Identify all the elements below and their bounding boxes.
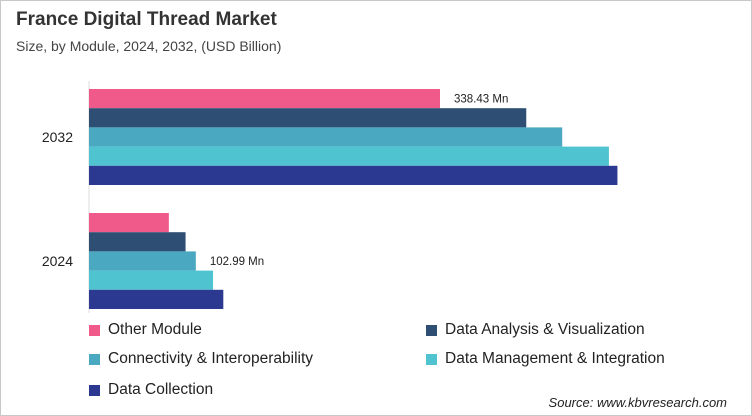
data-label: 102.99 Mn — [210, 256, 264, 268]
legend-item: Data Management & Integration — [426, 350, 665, 368]
legend-swatch — [89, 353, 100, 365]
bar-2032-other-module — [89, 89, 440, 109]
y-tick-label: 2032 — [42, 129, 73, 145]
bar-2032-data-analysis-visualization — [89, 108, 527, 128]
bar-2032-data-collection — [89, 165, 618, 185]
legend-label: Data Management & Integration — [445, 350, 665, 367]
legend-label: Other Module — [108, 321, 202, 338]
legend-swatch — [89, 384, 100, 396]
bar-2024-data-analysis-visualization — [89, 232, 186, 252]
legend-item: Data Analysis & Visualization — [426, 321, 645, 339]
bar-2024-data-management-integration — [89, 270, 214, 290]
legend-label: Data Collection — [108, 381, 214, 398]
y-tick-label: 2024 — [42, 253, 73, 269]
plot-area: 2032 338.43 Mn 2024 102.99 Mn — [42, 81, 618, 313]
bar-2032-connectivity-interoperability — [89, 127, 563, 147]
bar-2024-other-module — [89, 213, 169, 233]
bar-2024-data-collection — [89, 289, 224, 309]
bar-2032-data-management-integration — [89, 146, 609, 166]
legend-label: Connectivity & Interoperability — [108, 350, 314, 367]
legend-item: Connectivity & Interoperability — [89, 350, 313, 368]
data-label: 338.43 Mn — [454, 94, 508, 106]
legend-swatch — [89, 324, 100, 336]
source-note: Source: www.kbvresearch.com — [548, 395, 727, 410]
chart-subtitle: Size, by Module, 2024, 2032, (USD Billio… — [16, 38, 282, 54]
chart-title: France Digital Thread Market — [16, 9, 277, 30]
legend-swatch — [426, 353, 437, 365]
bar-2024-connectivity-interoperability — [89, 251, 196, 271]
legend-label: Data Analysis & Visualization — [445, 321, 645, 338]
legend-item: Data Collection — [89, 381, 213, 399]
legend-item: Other Module — [89, 321, 202, 339]
legend-swatch — [426, 324, 437, 336]
